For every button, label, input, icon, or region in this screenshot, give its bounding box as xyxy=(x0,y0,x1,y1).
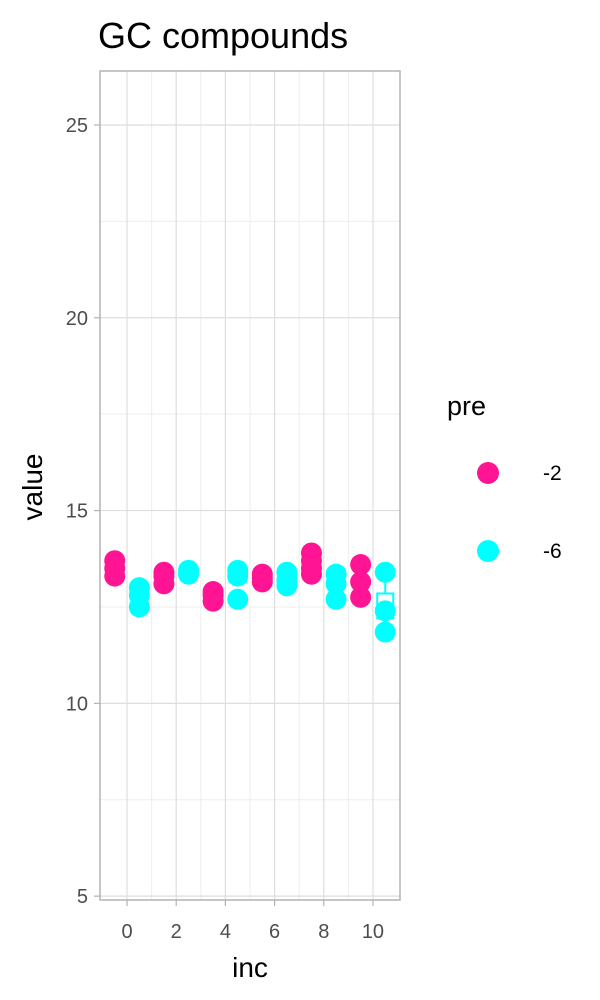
data-point xyxy=(374,561,396,583)
data-point xyxy=(178,563,200,585)
data-point xyxy=(276,575,298,597)
y-axis-title: value xyxy=(17,454,48,521)
legend: pre -2 -6 xyxy=(447,391,562,563)
data-point xyxy=(350,586,372,608)
data-point xyxy=(251,571,273,593)
legend-label: -6 xyxy=(543,540,562,563)
legend-label: -2 xyxy=(543,462,562,485)
legend-key xyxy=(477,462,499,484)
y-tick-label: 20 xyxy=(66,308,88,330)
x-tick-label: 2 xyxy=(171,921,182,943)
x-axis-title: inc xyxy=(232,952,268,983)
plot-panel-border xyxy=(99,70,401,901)
x-tick-label: 4 xyxy=(220,921,231,943)
data-point xyxy=(104,565,126,587)
y-tick-label: 10 xyxy=(66,693,88,715)
legend-entries: -2 -6 xyxy=(477,462,562,563)
data-point xyxy=(374,621,396,643)
grid-minor xyxy=(100,71,400,900)
x-tick-label: 8 xyxy=(318,921,329,943)
y-axis: 5 10 15 20 25 xyxy=(66,115,100,908)
data-point xyxy=(350,554,372,576)
x-tick-label: 10 xyxy=(362,921,384,943)
data-point xyxy=(300,563,322,585)
data-point xyxy=(128,596,150,618)
y-tick-label: 25 xyxy=(66,115,88,137)
data-point xyxy=(153,573,175,595)
data-point xyxy=(325,573,347,595)
data-point xyxy=(325,588,347,610)
y-tick-label: 5 xyxy=(77,886,88,908)
data-point xyxy=(202,590,224,612)
data-point xyxy=(350,571,372,593)
grid-major xyxy=(100,71,400,900)
x-tick-label: 6 xyxy=(269,921,280,943)
data-points xyxy=(104,542,396,643)
y-tick-label: 15 xyxy=(66,501,88,523)
chart-title: GC compounds xyxy=(98,15,348,56)
data-point xyxy=(227,588,249,610)
legend-title: pre xyxy=(447,391,486,421)
data-point xyxy=(227,565,249,587)
data-point xyxy=(374,600,396,622)
x-tick-label: 0 xyxy=(121,921,132,943)
legend-key xyxy=(477,540,499,562)
x-axis: 0 2 4 6 8 10 xyxy=(121,900,384,943)
